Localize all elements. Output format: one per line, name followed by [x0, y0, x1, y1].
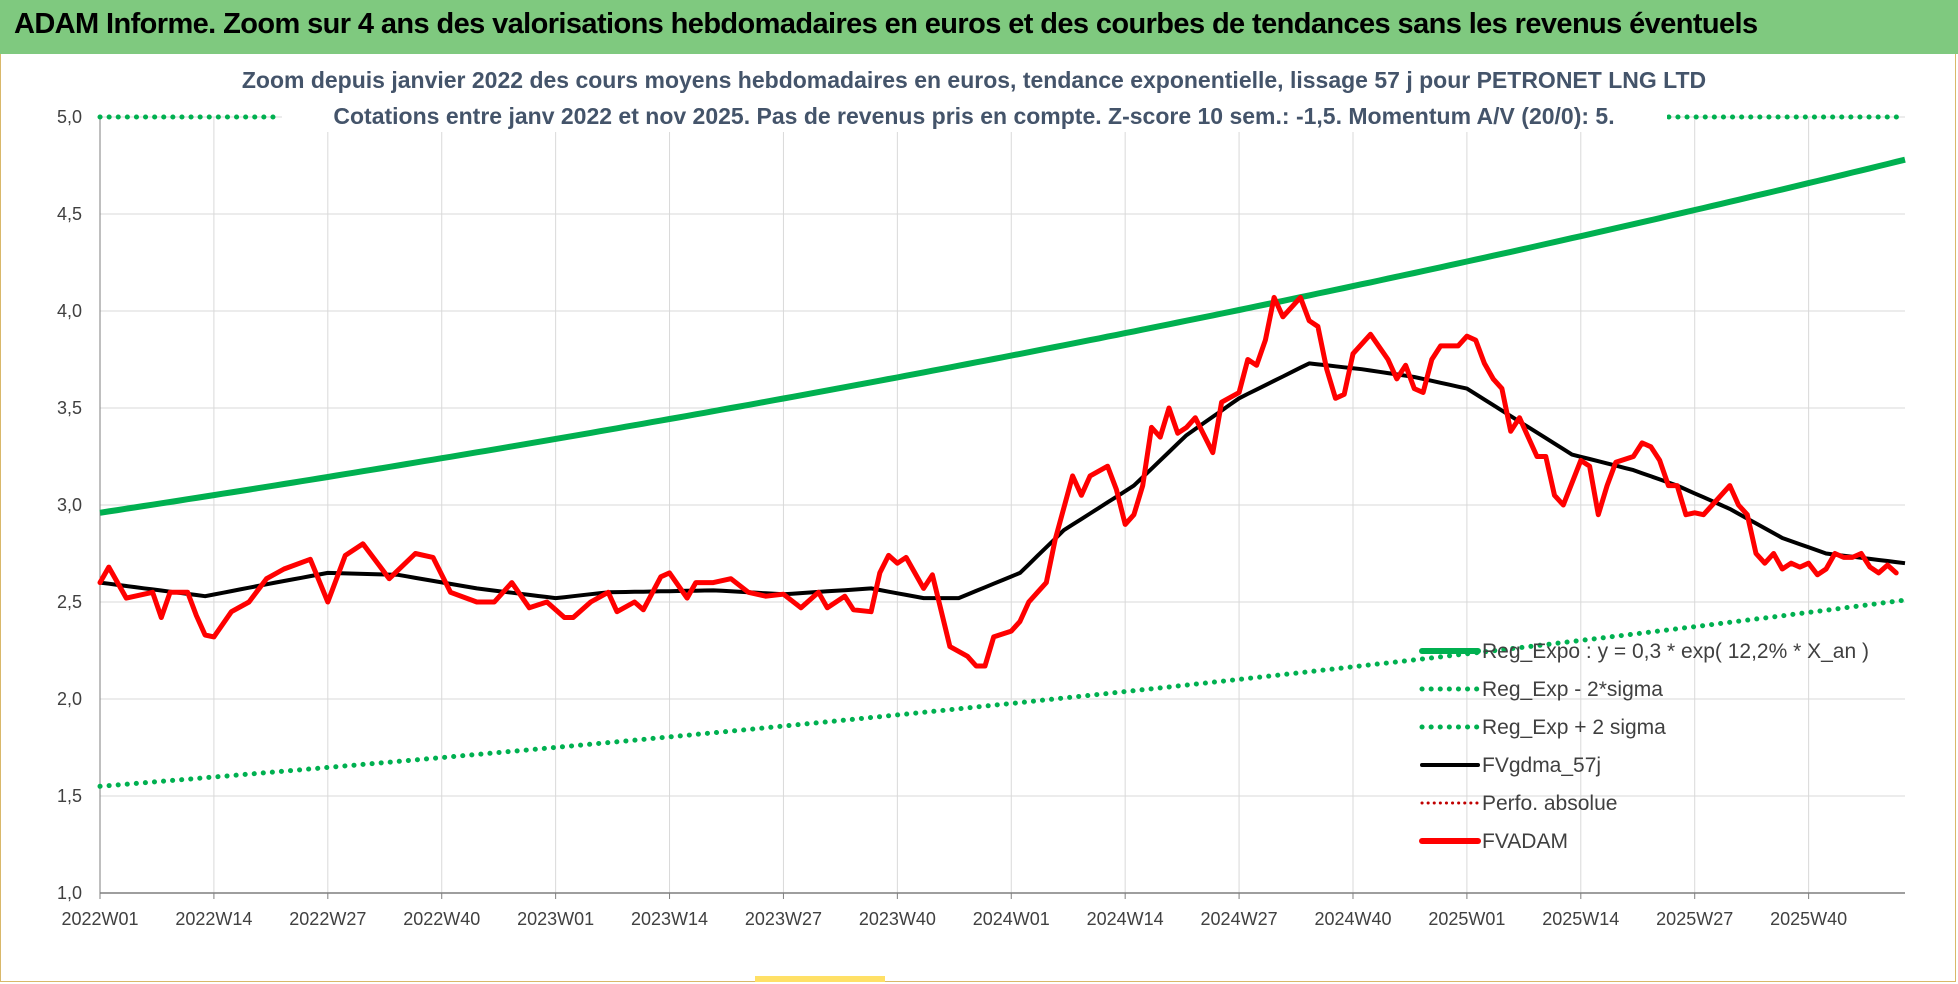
series-fvgdma: [99, 361, 1906, 601]
x-tick-label: 2025W40: [1770, 909, 1847, 929]
page-title: ADAM Informe. Zoom sur 4 ans des valoris…: [14, 8, 1758, 40]
chart-title: Zoom depuis janvier 2022 des cours moyen…: [242, 60, 1706, 132]
x-tick-label: 2024W01: [973, 909, 1050, 929]
x-tick-label: 2022W14: [175, 909, 252, 929]
x-tick-label: 2025W27: [1656, 909, 1733, 929]
x-tick-label: 2023W14: [631, 909, 708, 929]
y-tick-label: 4,0: [57, 301, 82, 321]
series-band-low: [97, 597, 1908, 789]
series-reg-expo: [99, 156, 1906, 516]
decorative-accent: [755, 976, 885, 982]
x-tick-label: 2023W01: [517, 909, 594, 929]
x-tick-label: 2022W27: [289, 909, 366, 929]
x-tick-label: 2022W40: [403, 909, 480, 929]
legend-label-perfo: Perfo. absolue: [1482, 792, 1617, 815]
chart-title-line-2: Cotations entre janv 2022 et nov 2025. P…: [333, 103, 1614, 129]
y-tick-label: 1,0: [57, 883, 82, 903]
header-bar: ADAM Informe. Zoom sur 4 ans des valoris…: [0, 0, 1958, 54]
x-tick-label: 2024W40: [1314, 909, 1391, 929]
y-tick-label: 3,5: [57, 398, 82, 418]
x-tick-label: 2023W40: [859, 909, 936, 929]
x-tick-label: 2023W27: [745, 909, 822, 929]
axes: 1,0 1,5 2,0 2,5 3,0 3,5 4,0 4,5 5,0 2022W01 2022W1…: [57, 107, 1905, 929]
x-tick-label: 2024W14: [1087, 909, 1164, 929]
y-tick-label: 1,5: [57, 786, 82, 806]
legend-label-reg_expo: Reg_Expo : y = 0,3 * exp( 12,2% * X_an ): [1482, 640, 1869, 663]
x-tick-label: 2024W27: [1201, 909, 1278, 929]
chart: 1,0 1,5 2,0 2,5 3,0 3,5 4,0 4,5 5,0 2022W01 2022W1…: [57, 60, 1908, 929]
y-tick-label: 2,0: [57, 689, 82, 709]
legend: Reg_Expo : y = 0,3 * exp( 12,2% * X_an )…: [1419, 640, 1869, 853]
legend-label-fvadam: FVADAM: [1482, 830, 1568, 853]
x-tick-label: 2025W14: [1542, 909, 1619, 929]
legend-label-band_high: Reg_Exp + 2 sigma: [1482, 716, 1666, 739]
x-tick-label: 2025W01: [1428, 909, 1505, 929]
series: [97, 114, 1908, 789]
series-fvadam: [97, 294, 1899, 669]
x-tick-label: 2022W01: [61, 909, 138, 929]
y-tick-label: 3,0: [57, 495, 82, 515]
title-background: [282, 60, 1667, 132]
y-tick-label: 5,0: [57, 107, 82, 127]
legend-label-band_low: Reg_Exp - 2*sigma: [1482, 678, 1663, 701]
y-tick-label: 2,5: [57, 592, 82, 612]
y-tick-label: 4,5: [57, 204, 82, 224]
chart-title-line-1: Zoom depuis janvier 2022 des cours moyen…: [242, 67, 1706, 93]
legend-label-fvgdma: FVgdma_57j: [1482, 754, 1601, 777]
